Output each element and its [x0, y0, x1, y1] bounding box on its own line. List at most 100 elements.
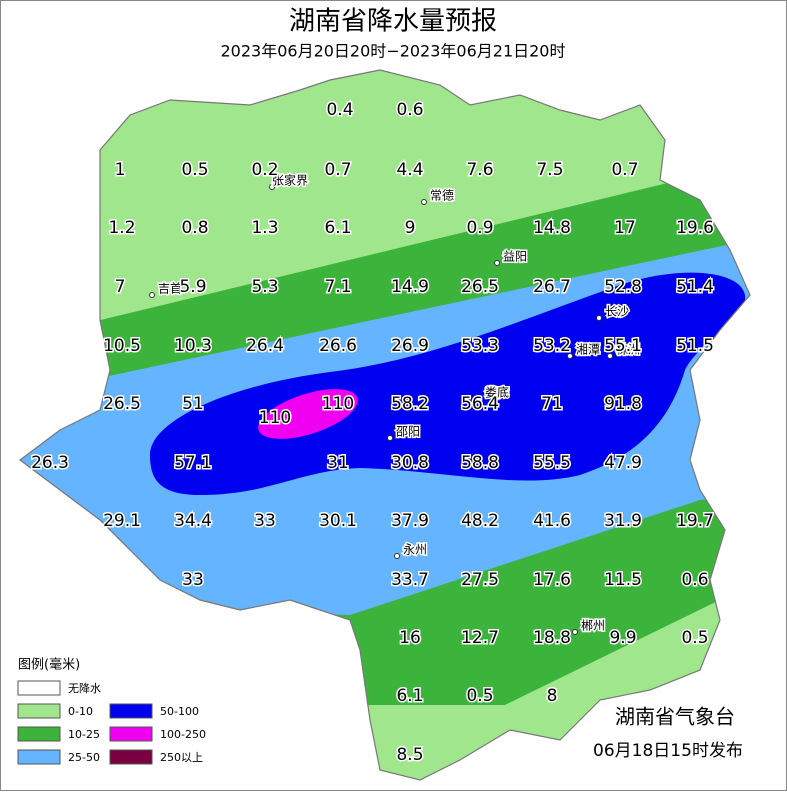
area-blue: [150, 272, 746, 495]
legend-swatch: [17, 680, 61, 696]
rain-value: 0.2: [251, 160, 278, 180]
legend-label: 250以上: [160, 751, 203, 764]
city-dot: [494, 260, 500, 266]
city-dot: [394, 553, 400, 559]
rain-value: 0.8: [181, 218, 208, 238]
rain-value: 110: [322, 394, 354, 414]
rain-value: 14.9: [391, 277, 429, 297]
city-name: 张家界: [272, 173, 308, 188]
city-name: 郴州: [581, 619, 605, 633]
city-dot: [572, 629, 578, 635]
rain-value: 7: [115, 277, 126, 297]
rain-value: 48.2: [461, 511, 499, 531]
city-name: 邵阳: [396, 425, 420, 439]
rain-value: 5.3: [251, 277, 278, 297]
city-name: 吉首: [158, 282, 182, 296]
rain-value: 51.5: [676, 336, 714, 356]
rain-value: 0.6: [681, 570, 708, 590]
rain-value: 11.5: [604, 570, 642, 590]
rain-value: 26.5: [103, 394, 141, 414]
rain-value: 14.8: [533, 218, 571, 238]
city-name: 娄底: [485, 385, 509, 400]
rain-value: 1.2: [108, 218, 135, 238]
rain-value: 52.8: [604, 277, 642, 297]
rain-value: 31: [327, 453, 349, 473]
city-name: 长沙: [605, 305, 629, 319]
rain-value: 6.1: [396, 686, 423, 706]
rain-value: 56.4: [461, 394, 499, 414]
city-name: 永州: [403, 543, 427, 557]
legend-label: 0-10: [68, 705, 93, 718]
rain-value: 26.3: [31, 453, 69, 473]
rain-value: 7.1: [324, 277, 351, 297]
rain-value: 10.3: [174, 336, 212, 356]
legend-swatch: [17, 703, 61, 719]
city-dot: [607, 353, 613, 359]
rain-value: 6.1: [324, 218, 351, 238]
legend-label: 100-250: [160, 728, 206, 741]
rain-value: 18.8: [533, 628, 571, 648]
rain-value: 55.1: [604, 336, 642, 356]
rain-value: 9: [405, 218, 416, 238]
city-dot: [596, 315, 602, 321]
rain-value: 55.5: [533, 453, 571, 473]
rain-value: 33.7: [391, 570, 429, 590]
rain-value: 10.5: [103, 336, 141, 356]
rain-value: 47.9: [604, 453, 642, 473]
issued: 06月18日15时发布: [593, 741, 743, 761]
rain-value: 12.7: [461, 628, 499, 648]
rain-value: 9.9: [609, 628, 636, 648]
rain-value: 33: [254, 511, 276, 531]
rain-value: 26.9: [391, 336, 429, 356]
rain-value: 4.4: [396, 160, 423, 180]
rain-value: 26.7: [533, 277, 571, 297]
rain-value: 33: [182, 570, 204, 590]
rain-value: 51: [182, 394, 204, 414]
rain-value: 17: [614, 218, 636, 238]
province-outline: [19, 69, 751, 781]
rain-value: 30.1: [319, 511, 357, 531]
rain-value: 0.4: [326, 100, 353, 120]
rain-value: 26.4: [246, 336, 284, 356]
rain-value: 7.6: [466, 160, 493, 180]
rain-value: 58.8: [461, 453, 499, 473]
legend-label: 50-100: [160, 705, 199, 718]
legend-label: 10-25: [68, 728, 100, 741]
rain-value: 0.5: [466, 686, 493, 706]
rain-value: 16: [399, 628, 421, 648]
rain-value: 8.5: [396, 745, 423, 765]
city-name: 株洲: [616, 342, 640, 357]
rain-value: 30.8: [391, 453, 429, 473]
city-name: 湘潭: [576, 342, 600, 357]
city-name: 常德: [430, 188, 454, 203]
rain-value: 27.5: [461, 570, 499, 590]
rain-value: 34.4: [174, 511, 212, 531]
city-dot: [567, 353, 573, 359]
rain-value: 37.9: [391, 511, 429, 531]
rain-value: 19.7: [676, 511, 714, 531]
rain-value: 0.6: [396, 100, 423, 120]
rain-value: 1.3: [251, 218, 278, 238]
agency: 湖南省气象台: [615, 705, 735, 729]
rain-value: 7.5: [536, 160, 563, 180]
rain-value: 0.7: [324, 160, 351, 180]
rain-value: 1: [115, 160, 126, 180]
rain-value: 110: [259, 408, 291, 428]
legend-swatch: [109, 703, 153, 719]
legend-label: 25-50: [68, 751, 100, 764]
rain-value: 41.6: [533, 511, 571, 531]
rain-value: 91.8: [604, 394, 642, 414]
legend-title: 图例(毫米): [18, 657, 80, 673]
rain-value: 29.1: [103, 511, 141, 531]
city-dot: [476, 396, 482, 402]
rain-value: 51.4: [676, 277, 714, 297]
rain-value: 19.6: [676, 218, 714, 238]
rain-value: 53.3: [461, 336, 499, 356]
rain-value: 26.6: [319, 336, 357, 356]
legend-swatch: [17, 726, 61, 742]
subtitle: 2023年06月20日20时−2023年06月21日20时: [220, 42, 565, 61]
city-dot: [421, 199, 427, 205]
city-dot: [269, 184, 275, 190]
legend-swatch: [109, 749, 153, 765]
